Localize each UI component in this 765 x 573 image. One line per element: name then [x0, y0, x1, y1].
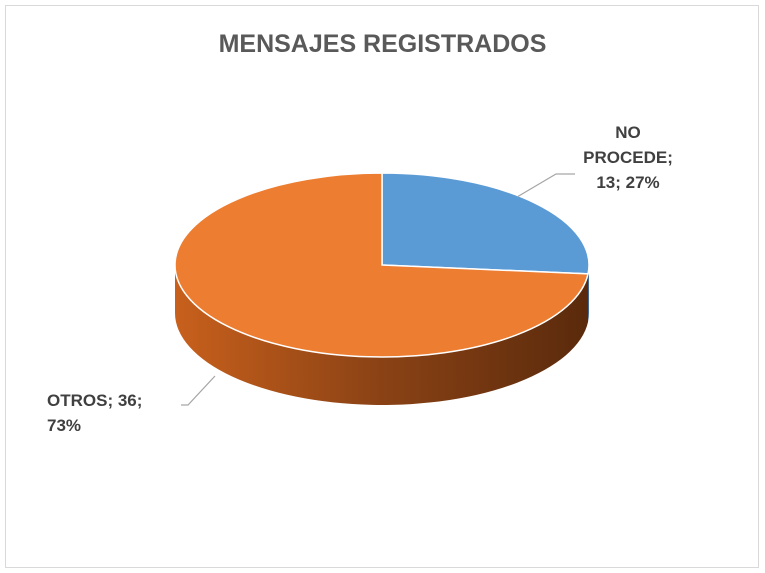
- label-category: OTROS: [47, 391, 108, 410]
- slice: [174, 172, 589, 358]
- label-value: 13: [596, 173, 616, 192]
- slice: [381, 172, 590, 275]
- slice-side: [175, 265, 589, 405]
- label-value: 36: [117, 391, 137, 410]
- label-separator: ;: [667, 148, 673, 167]
- leader-line: [516, 173, 575, 198]
- leader-line: [181, 375, 216, 406]
- label-percent: 73%: [47, 416, 82, 435]
- label-separator: ;: [615, 173, 626, 192]
- slice-side: [588, 265, 589, 322]
- data-label: NO PROCEDE; 13; 27%: [578, 120, 678, 195]
- label-percent: 27%: [625, 173, 660, 192]
- pie: [174, 172, 590, 405]
- label-separator: ;: [136, 391, 143, 410]
- label-separator: ;: [107, 391, 118, 410]
- data-label: OTROS; 36; 73%: [47, 388, 177, 438]
- label-category: NO PROCEDE: [583, 123, 668, 167]
- chart-title: MENSAJES REGISTRADOS: [218, 30, 547, 58]
